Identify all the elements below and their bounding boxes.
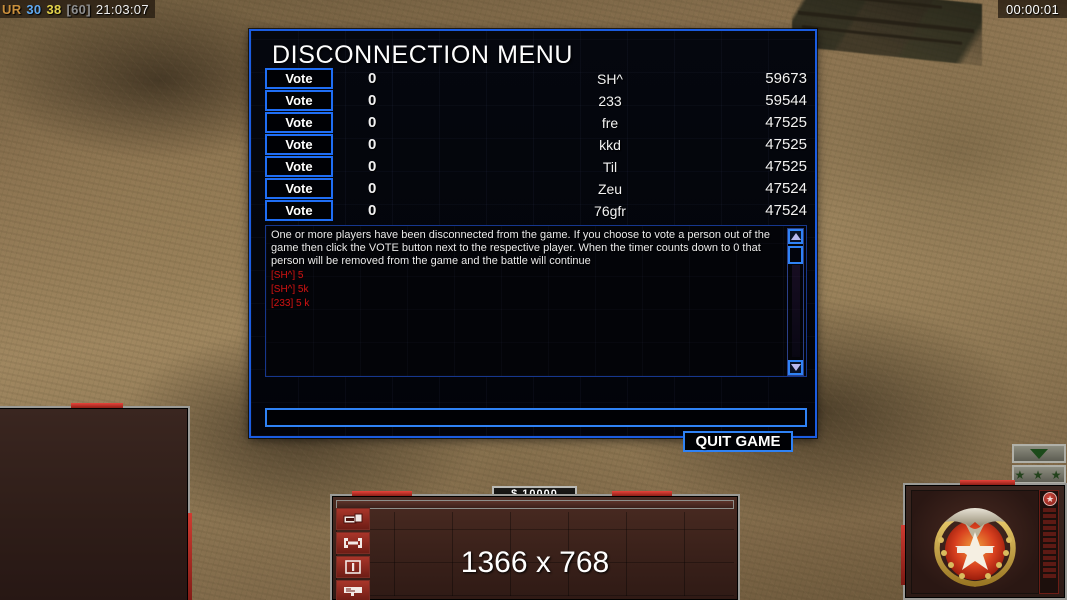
build-slot-grid xyxy=(336,512,734,596)
player-score: 59544 xyxy=(765,92,807,109)
hud-right-red-bar xyxy=(901,525,905,585)
player-name: Til xyxy=(602,158,618,175)
vote-button[interactable]: Vote xyxy=(265,200,333,221)
hud-left-red-bar xyxy=(188,513,192,600)
hud-center-rail xyxy=(336,500,734,509)
table-row: Vote 0 SH^ 59673 xyxy=(265,68,807,90)
player-name: 76gfr xyxy=(594,202,626,219)
disconnection-menu-dialog: DISCONNECTION MENU Vote 0 SH^ 59673 Vote… xyxy=(249,29,817,452)
top-left-status-bar: UR 30 38 [60] 21:03:07 xyxy=(0,0,155,18)
minimap[interactable] xyxy=(911,490,1039,594)
player-score: 47525 xyxy=(765,114,807,131)
status-clock: 21:03:07 xyxy=(95,1,149,17)
table-row: Vote 0 233 59544 xyxy=(265,90,807,112)
hud-center-notch xyxy=(352,491,412,496)
command-button-group xyxy=(336,508,370,600)
scroll-down-arrow-icon[interactable] xyxy=(788,360,803,375)
general-promotion-chevron-icon[interactable] xyxy=(1012,444,1066,463)
hud-left-notch xyxy=(71,403,123,408)
player-score: 59673 xyxy=(765,70,807,87)
chat-input[interactable] xyxy=(267,411,805,427)
table-row: Vote 0 Zeu 47524 xyxy=(265,178,807,200)
status-value-c: [60] xyxy=(66,1,91,17)
message-log-body: One or more players have been disconnect… xyxy=(271,229,784,310)
top-right-timer-bar: 00:00:01 xyxy=(997,0,1067,18)
radar-icon[interactable] xyxy=(336,580,370,600)
player-score: 47524 xyxy=(765,180,807,197)
scroll-up-arrow-icon[interactable] xyxy=(788,229,803,244)
barracks-icon[interactable] xyxy=(336,556,370,578)
player-score: 47524 xyxy=(765,202,807,219)
table-row: Vote 0 fre 47525 xyxy=(265,112,807,134)
vote-count: 0 xyxy=(368,70,377,87)
scrollbar-track[interactable] xyxy=(792,265,800,357)
wrench-icon[interactable] xyxy=(336,532,370,554)
player-vote-table: Vote 0 SH^ 59673 Vote 0 233 59544 Vote 0… xyxy=(265,68,807,222)
table-row: Vote 0 kkd 47525 xyxy=(265,134,807,156)
hud-right-panel: ★ xyxy=(901,480,1067,600)
vote-button[interactable]: Vote xyxy=(265,90,333,111)
game-timer: 00:00:01 xyxy=(1005,1,1059,17)
table-row: Vote 0 Til 47525 xyxy=(265,156,807,178)
player-name: fre xyxy=(601,114,619,131)
vote-count: 0 xyxy=(368,114,377,131)
chat-line: [233] 5 k xyxy=(271,298,310,309)
disconnection-message: One or more players have been disconnect… xyxy=(271,229,770,267)
player-score: 47525 xyxy=(765,136,807,153)
vote-count: 0 xyxy=(368,92,377,109)
quit-game-button[interactable]: QUIT GAME xyxy=(683,431,793,452)
general-rank-button-group: ★ ★ ★ xyxy=(1012,444,1066,486)
resolution-label: 1366 x 768 xyxy=(460,546,610,579)
vote-button[interactable]: Vote xyxy=(265,178,333,199)
chat-line: [SH^] 5 xyxy=(271,270,304,281)
player-name: 233 xyxy=(598,92,622,109)
vote-count: 0 xyxy=(368,136,377,153)
status-label-ur: UR xyxy=(2,1,22,17)
player-name: SH^ xyxy=(596,70,624,87)
player-name: Zeu xyxy=(597,180,623,197)
status-value-b: 38 xyxy=(46,1,62,17)
vote-button[interactable]: Vote xyxy=(265,134,333,155)
vote-count: 0 xyxy=(368,202,377,219)
hud-right-notch xyxy=(960,480,1015,485)
hud-command-bar: 1366 x 768 xyxy=(330,491,740,600)
structures-icon[interactable] xyxy=(336,508,370,530)
chat-input-field[interactable] xyxy=(265,408,807,427)
hud-center-notch xyxy=(612,491,672,496)
hud-left-panel xyxy=(0,403,192,600)
rank-stars-icon[interactable]: ★ ★ ★ xyxy=(1012,465,1066,484)
vote-button[interactable]: Vote xyxy=(265,156,333,177)
message-log-panel: One or more players have been disconnect… xyxy=(265,225,807,377)
china-eagle-star-emblem-icon xyxy=(923,496,1027,588)
log-scrollbar[interactable] xyxy=(787,228,804,376)
vote-button[interactable]: Vote xyxy=(265,112,333,133)
chat-line: [SH^] 5k xyxy=(271,284,309,295)
vote-count: 0 xyxy=(368,180,377,197)
vote-button[interactable]: Vote xyxy=(265,68,333,89)
scrollbar-thumb[interactable] xyxy=(788,246,803,264)
vote-count: 0 xyxy=(368,158,377,175)
status-value-a: 30 xyxy=(26,1,42,17)
power-meter: ★ xyxy=(1039,490,1059,594)
rank-stars-label: ★ ★ ★ xyxy=(1014,467,1064,482)
player-score: 47525 xyxy=(765,158,807,175)
power-star-icon: ★ xyxy=(1043,492,1057,506)
dialog-title: DISCONNECTION MENU xyxy=(272,41,574,69)
player-name: kkd xyxy=(599,136,621,153)
table-row: Vote 0 76gfr 47524 xyxy=(265,200,807,222)
